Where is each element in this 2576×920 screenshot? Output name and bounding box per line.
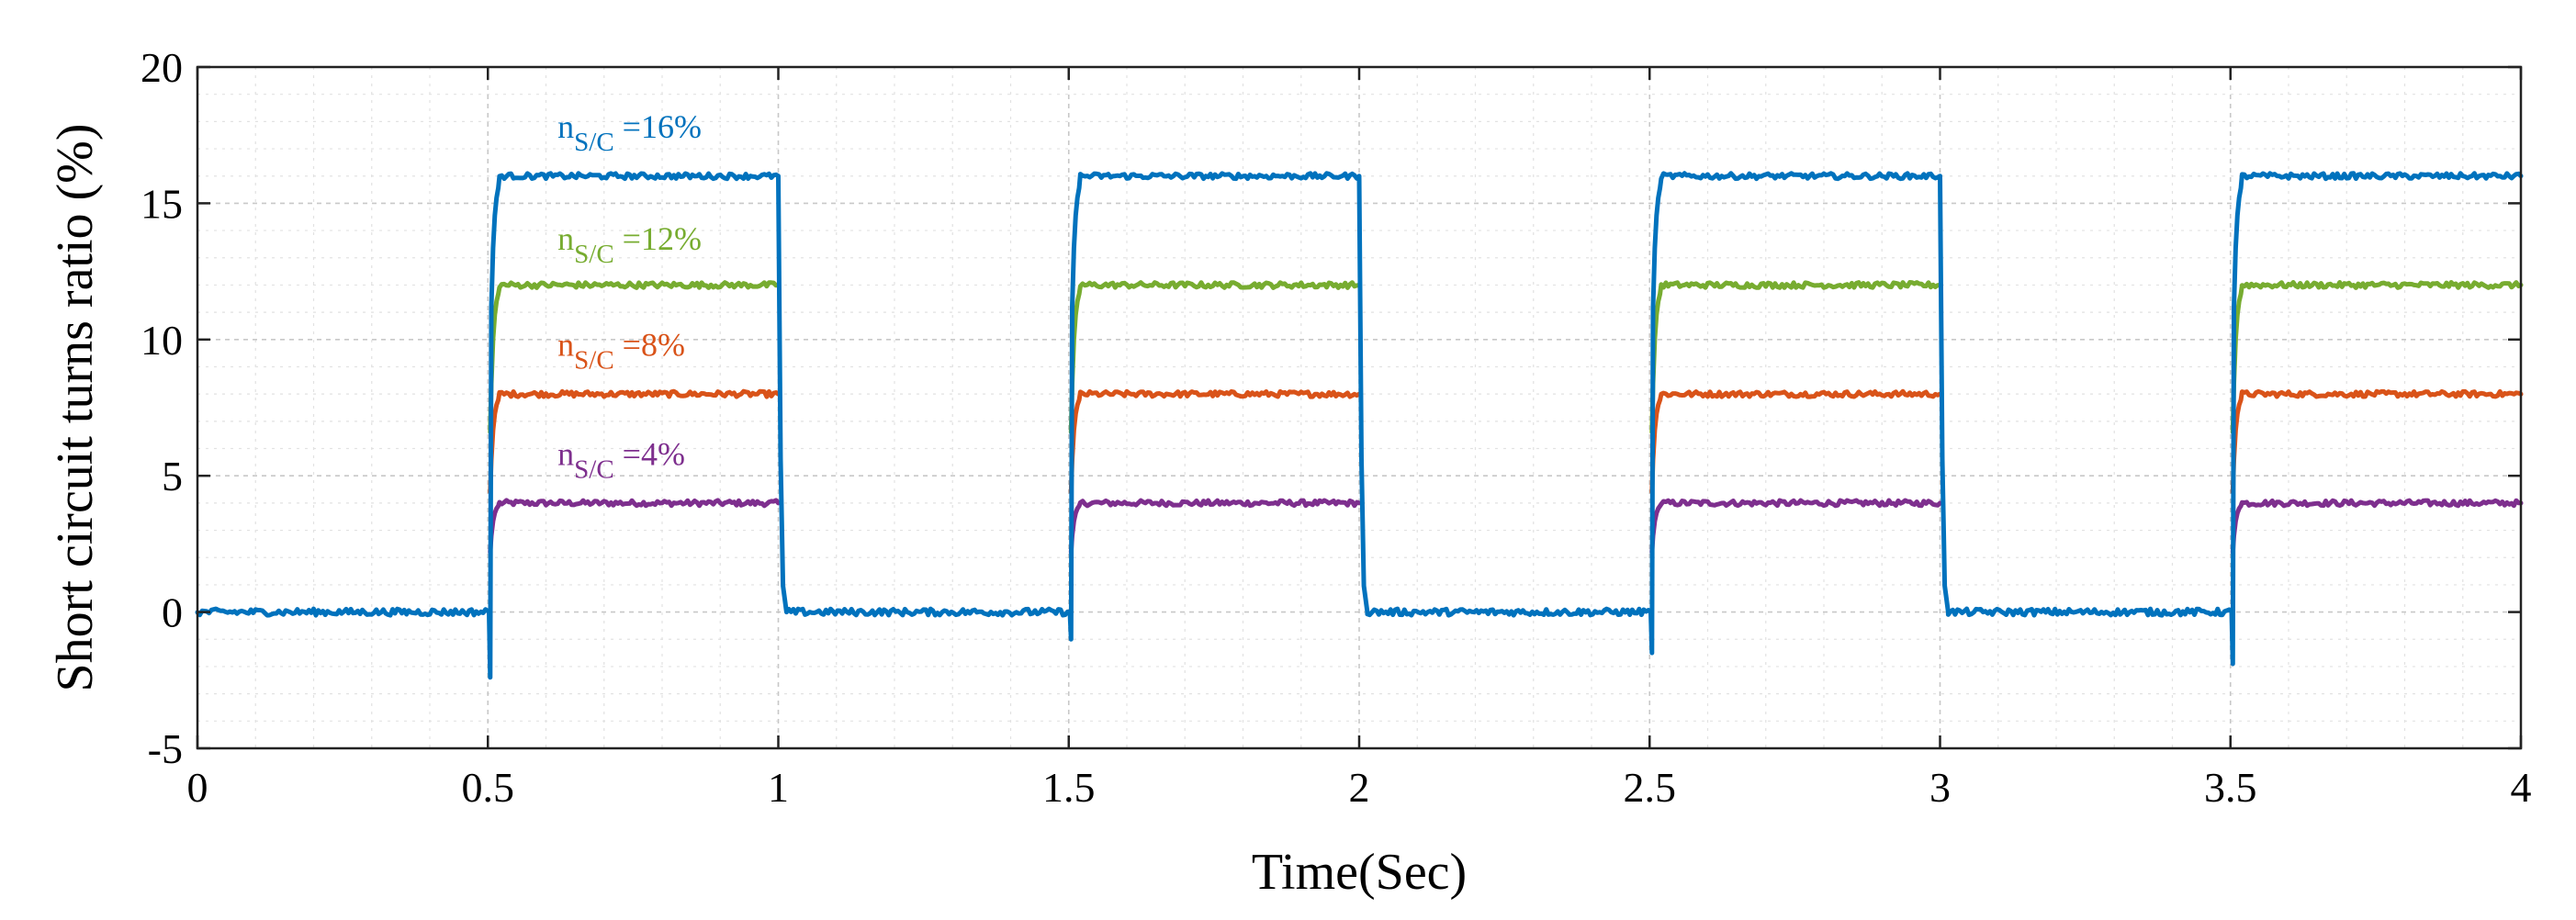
y-tick-label: 15 [141,180,183,227]
series-annotation: nS/C =16% [557,108,702,157]
x-axis-title: Time(Sec) [1252,844,1467,901]
series-line-12 [488,280,2524,435]
series-group [195,171,2524,680]
x-tick-label: 4 [2511,764,2532,811]
x-tick-label: 1.5 [1042,764,1096,811]
x-tick-label: 2.5 [1624,764,1677,811]
x-tick-label: 3.5 [2204,764,2257,811]
series-annotation: nS/C =4% [557,435,685,484]
y-tick-label: 0 [162,589,183,636]
series-annotation: nS/C =8% [557,327,685,376]
annotations: nS/C =16% nS/C =12% nS/C =8% nS/C =4% [557,108,702,484]
y-tick-label: 5 [162,453,183,499]
series-line-4 [488,498,2524,555]
y-tick-label: -5 [148,725,183,772]
y-axis-title: Short circuit turns ratio (%) [47,124,104,692]
x-tick-label: 3 [1929,764,1951,811]
y-tick-label: 20 [141,44,183,91]
series-line-16 [195,171,2524,680]
series-line-8 [488,388,2524,495]
x-tick-label: 0 [187,764,208,811]
x-tick-label: 2 [1349,764,1370,811]
series-annotation: nS/C =12% [557,220,702,269]
y-tick-label: 10 [141,317,183,364]
x-tick-label: 0.5 [462,764,515,811]
x-tick-label: 1 [768,764,789,811]
